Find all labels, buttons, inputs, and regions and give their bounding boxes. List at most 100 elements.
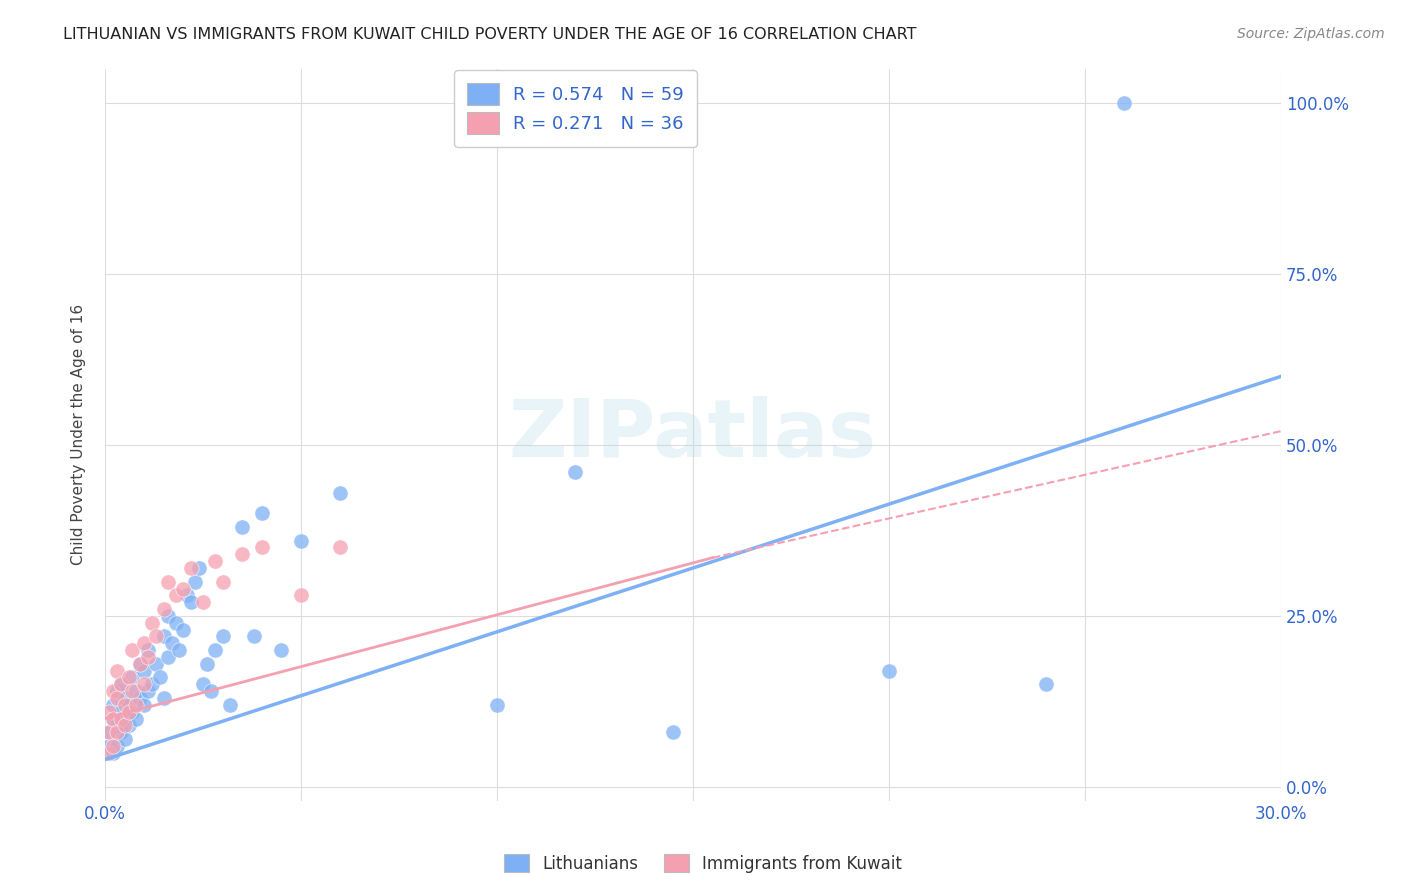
Point (141, 677, 163, 691)
Point (172, 623, 194, 637)
Point (136, 684, 159, 698)
Point (290, 588, 312, 602)
Point (129, 690, 152, 705)
Point (117, 698, 139, 712)
Point (200, 684, 222, 698)
Point (110, 677, 132, 691)
Point (121, 670, 143, 684)
Point (141, 615, 163, 630)
Point (125, 712, 148, 726)
Point (145, 657, 167, 671)
Point (110, 712, 132, 726)
Point (117, 705, 139, 719)
Point (114, 718, 136, 732)
Point (114, 732, 136, 747)
Point (101, 712, 124, 726)
Point (101, 698, 124, 712)
Point (877, 664, 900, 678)
Point (152, 602, 174, 616)
Point (105, 664, 128, 678)
Point (121, 705, 143, 719)
Point (114, 712, 136, 726)
Point (1035, 677, 1057, 691)
Legend: R = 0.574   N = 59, R = 0.271   N = 36: R = 0.574 N = 59, R = 0.271 N = 36 (454, 70, 697, 147)
Point (204, 554, 226, 568)
Point (125, 698, 148, 712)
Point (231, 547, 253, 561)
Point (329, 485, 352, 500)
Point (176, 588, 198, 602)
Point (125, 684, 148, 698)
Point (97, 725, 120, 739)
Point (156, 574, 179, 589)
Point (97, 705, 120, 719)
Point (250, 541, 273, 555)
Point (97, 739, 120, 753)
Point (180, 595, 202, 609)
Point (136, 649, 159, 664)
Point (117, 670, 139, 684)
Text: LITHUANIAN VS IMMIGRANTS FROM KUWAIT CHILD POVERTY UNDER THE AGE OF 16 CORRELATI: LITHUANIAN VS IMMIGRANTS FROM KUWAIT CHI… (63, 27, 917, 42)
Point (101, 739, 124, 753)
Point (110, 725, 132, 739)
Point (191, 595, 214, 609)
Point (169, 643, 191, 657)
Point (114, 690, 136, 705)
Point (105, 690, 128, 705)
Point (231, 520, 253, 534)
Point (211, 574, 233, 589)
Point (564, 465, 586, 479)
Point (105, 718, 128, 732)
Point (129, 657, 152, 671)
Point (156, 649, 179, 664)
Point (97, 725, 120, 739)
Text: Source: ZipAtlas.com: Source: ZipAtlas.com (1237, 27, 1385, 41)
Point (160, 636, 183, 650)
Point (97, 746, 120, 760)
Point (121, 643, 143, 657)
Point (101, 684, 124, 698)
Point (134, 698, 156, 712)
Point (152, 690, 174, 705)
Point (180, 561, 202, 575)
Point (270, 643, 292, 657)
Point (156, 608, 179, 623)
Point (105, 725, 128, 739)
Point (165, 615, 187, 630)
Point (105, 684, 128, 698)
Point (195, 657, 218, 671)
Point (485, 698, 508, 712)
Point (134, 664, 156, 678)
Point (188, 561, 211, 575)
Text: ZIPatlas: ZIPatlas (509, 395, 877, 474)
Point (184, 574, 207, 589)
Point (134, 636, 156, 650)
Point (134, 677, 156, 691)
Point (219, 698, 242, 712)
Point (191, 677, 214, 691)
Point (101, 712, 124, 726)
Point (110, 677, 132, 691)
Point (121, 684, 143, 698)
Point (1114, 95, 1136, 110)
Point (145, 629, 167, 643)
Point (662, 725, 685, 739)
Point (250, 506, 273, 520)
Point (129, 657, 152, 671)
Point (243, 629, 266, 643)
Point (136, 643, 159, 657)
Point (110, 705, 132, 719)
Point (101, 746, 124, 760)
Point (165, 588, 187, 602)
Point (114, 698, 136, 712)
Point (149, 670, 172, 684)
Point (152, 629, 174, 643)
Point (290, 533, 312, 548)
Point (211, 629, 233, 643)
Point (204, 643, 226, 657)
Point (329, 541, 352, 555)
Point (172, 582, 194, 596)
Point (105, 739, 128, 753)
Point (117, 718, 139, 732)
Legend: Lithuanians, Immigrants from Kuwait: Lithuanians, Immigrants from Kuwait (498, 847, 908, 880)
